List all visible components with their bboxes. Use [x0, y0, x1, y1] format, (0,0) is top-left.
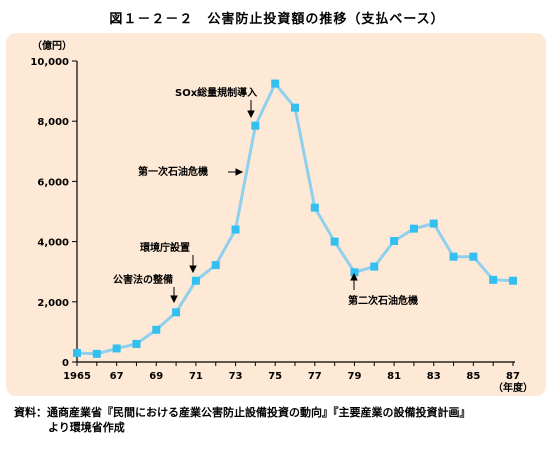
data-point	[92, 349, 101, 358]
x-tick-label: 83	[427, 371, 441, 382]
y-tick-label: 4,000	[37, 238, 69, 249]
data-point	[251, 121, 260, 130]
data-point	[152, 325, 161, 334]
x-tick-label: 75	[268, 371, 282, 382]
x-tick-label: 81	[387, 371, 401, 382]
data-point	[191, 276, 200, 285]
data-point	[211, 261, 220, 270]
x-tick-label: 1965	[63, 371, 91, 382]
data-point	[271, 79, 280, 88]
data-point	[370, 262, 379, 271]
annotation-kogaiho: 公害法の整備	[113, 273, 173, 286]
arrow-up-icon-head	[350, 272, 358, 281]
data-point	[449, 252, 458, 261]
x-tick-label: 67	[110, 371, 124, 382]
chart-background-panel	[6, 33, 546, 396]
x-axis-unit-label: （年度）	[493, 381, 533, 394]
chart-title: 図１－２－２ 公害防止投資額の推移（支払ベース）	[109, 12, 445, 27]
y-tick-label: 2,000	[37, 298, 69, 309]
data-point	[390, 236, 399, 245]
annotation-kankyocho: 環境庁設置	[140, 241, 190, 254]
x-tick-label: 69	[149, 371, 163, 382]
chart-area: 0 2,000 4,000 6,000 8,000 10,000 1965 67 69 71 73 7…	[6, 33, 546, 396]
y-tick-label: 0	[62, 358, 69, 369]
annotation-sox: SOx総量規制導入	[175, 86, 257, 99]
data-point	[231, 225, 240, 234]
y-tick-label: 6,000	[37, 177, 69, 188]
data-point	[310, 203, 319, 212]
data-point	[509, 276, 517, 285]
data-point	[429, 219, 438, 228]
data-point	[172, 308, 181, 317]
arrow-down-icon-head	[189, 265, 197, 274]
x-tick-label: 85	[466, 371, 480, 382]
arrow-down-icon-head	[170, 295, 178, 304]
arrow-right-icon-head	[235, 168, 244, 176]
x-tick-label: 87	[506, 371, 520, 382]
annotation-oil-crisis-1: 第一次石油危機	[138, 165, 208, 178]
y-axis-unit-label: （億円）	[32, 39, 72, 52]
arrow-down-icon-head	[247, 110, 255, 119]
data-point	[291, 103, 299, 112]
data-point	[73, 348, 81, 357]
data-point	[330, 237, 339, 246]
y-tick-label: 10,000	[30, 57, 69, 68]
line-chart: 0 2,000 4,000 6,000 8,000 10,000 1965 67 69 71 73 7…	[6, 33, 546, 396]
source-note: 資料：通商産業省『民間における産業公害防止設備投資の動向』『主要産業の設備投資計…	[14, 405, 471, 435]
annotation-arrows	[170, 100, 358, 304]
annotations: 公害法の整備 環境庁設置 第一次石油危機 SOx総量規制導入 第二次石油危機	[113, 86, 418, 307]
x-tick-label: 79	[347, 371, 361, 382]
x-tick-label: 71	[189, 371, 203, 382]
source-line-2: より環境省作成	[48, 421, 125, 434]
source-line-1: 資料：通商産業省『民間における産業公害防止設備投資の動向』『主要産業の設備投資計…	[14, 406, 471, 419]
tick-labels: 0 2,000 4,000 6,000 8,000 10,000 1965 67 69 71 73 7…	[30, 57, 520, 382]
axes	[72, 60, 515, 366]
data-markers	[73, 79, 517, 358]
data-point	[132, 339, 141, 348]
x-tick-label: 73	[229, 371, 243, 382]
data-point	[489, 275, 498, 284]
data-point	[469, 252, 478, 261]
data-point	[409, 224, 418, 233]
data-point	[112, 344, 121, 353]
annotation-oil-crisis-2: 第二次石油危機	[348, 294, 418, 307]
y-tick-label: 8,000	[37, 117, 69, 128]
x-tick-label: 77	[308, 371, 322, 382]
data-point	[350, 268, 359, 277]
